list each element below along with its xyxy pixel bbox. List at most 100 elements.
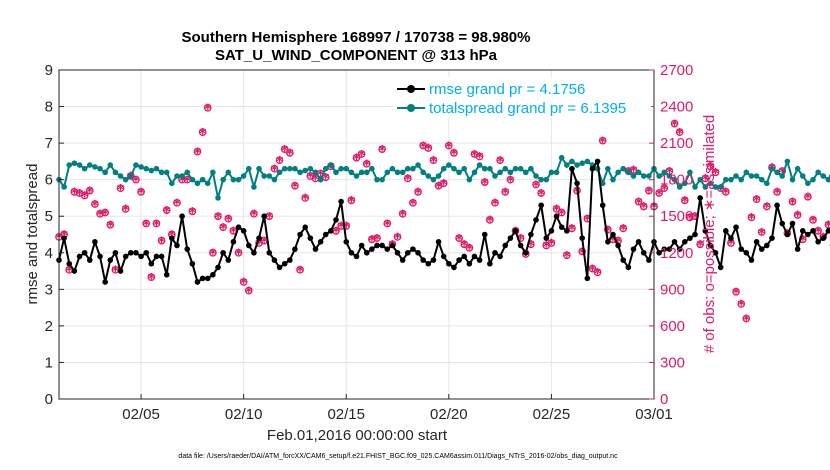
rmse-point: [517, 242, 524, 249]
rmse-point: [605, 239, 611, 245]
obs-assimilated-point: *: [532, 179, 540, 195]
totalspread-point: [815, 169, 821, 176]
obs-possible-point: [142, 219, 151, 228]
series-lines: [56, 154, 830, 285]
obs-possible-point: [603, 225, 612, 234]
x-tick-label: 03/01: [635, 406, 673, 423]
rmse-point: [492, 249, 498, 256]
rmse-point: [466, 260, 473, 267]
obs-assimilated-point: *: [337, 220, 345, 236]
y-tick-label-right: 300: [660, 354, 685, 371]
obs-assimilated-point: *: [476, 151, 484, 167]
obs-assimilated-point: *: [435, 180, 443, 196]
obs-possible-point: [619, 224, 628, 233]
rmse-point: [784, 231, 791, 238]
rmse-point: [671, 239, 678, 245]
totalspread-point: [640, 173, 647, 179]
obs-assimilated-point: *: [732, 286, 740, 302]
rmse-point: [333, 217, 339, 223]
totalspread-point: [661, 169, 668, 176]
totalspread-point: [656, 173, 662, 179]
totalspread-point: [574, 162, 580, 168]
totalspread-point: [245, 165, 252, 172]
y-tick-label-right: 2100: [660, 135, 693, 152]
obs-assimilated-point: *: [763, 201, 771, 217]
obs-possible-point: [486, 216, 494, 224]
rmse-point: [610, 231, 616, 238]
totalspread-point: [312, 169, 319, 176]
totalspread-point: [343, 165, 350, 172]
obs-assimilated-point: *: [194, 146, 202, 162]
obs-possible-point: [203, 103, 212, 112]
totalspread-point: [712, 184, 719, 190]
legend-marker-totalspread: [407, 104, 415, 112]
obs-assimilated-point: *: [317, 168, 325, 184]
rmse-point: [102, 279, 108, 285]
totalspread-point: [225, 169, 232, 176]
obs-possible-point: [342, 222, 351, 230]
obs-possible-point: [532, 180, 540, 189]
totalspread-point: [512, 165, 519, 172]
obs-assimilated-point: *: [630, 164, 638, 180]
totalspread-point: [261, 173, 267, 179]
rmse-point: [322, 231, 329, 238]
obs-possible-point: [383, 219, 392, 228]
obs-assimilated-point: *: [245, 285, 253, 301]
grid: [59, 70, 655, 399]
rmse-point: [533, 217, 539, 223]
obs-possible-point: [793, 211, 802, 219]
totalspread-point: [399, 169, 406, 176]
obs-possible-point: [373, 234, 381, 243]
obs-assimilated-point: *: [466, 242, 474, 258]
obs-possible-point: [347, 196, 356, 205]
obs-assimilated-point: *: [738, 298, 746, 314]
rmse-point: [410, 246, 416, 252]
obs-assimilated-point: *: [496, 154, 504, 170]
obs-assimilated-point: *: [71, 186, 79, 202]
totalspread-point: [610, 176, 616, 183]
totalspread-point: [646, 173, 652, 179]
obs-assimilated-point: *: [696, 238, 704, 254]
obs-assimilated-point: *: [635, 196, 643, 212]
obs-possible-point: [424, 144, 433, 152]
obs-assimilated-point: *: [804, 191, 812, 207]
obs-possible-point: [732, 287, 740, 296]
totalspread-point: [794, 165, 801, 172]
obs-assimilated-point: *: [235, 247, 243, 263]
obs-assimilated-point: *: [799, 234, 807, 250]
obs-assimilated-point: *: [368, 234, 376, 250]
rmse-point: [297, 231, 303, 238]
totalspread-point: [738, 176, 744, 183]
totalspread-point: [728, 176, 734, 183]
obs-possible-point: [675, 128, 684, 136]
rmse-point: [574, 180, 580, 187]
totalspread-point: [528, 165, 534, 172]
rmse-point: [425, 260, 432, 267]
obs-assimilated-point: *: [148, 271, 156, 287]
totalspread-point: [240, 173, 247, 179]
rmse-point: [579, 235, 585, 241]
y-tick-label-right: 1800: [660, 172, 693, 189]
obs-possible-point: [480, 178, 489, 186]
y-axis-label-right: # of obs: o=possible; ∗=assimilated: [701, 115, 718, 354]
rmse-point: [86, 257, 93, 263]
totalspread-point: [810, 176, 816, 183]
rmse-point: [743, 249, 750, 256]
obs-assimilated-point: *: [461, 238, 469, 254]
rmse-point: [810, 228, 816, 234]
obs-assimilated-point: *: [240, 276, 248, 292]
rmse-point: [733, 224, 739, 230]
rmse-point: [487, 260, 493, 267]
obs-assimilated-point: *: [661, 182, 669, 198]
obs-assimilated-point: *: [230, 225, 238, 241]
rmse-point: [799, 228, 806, 234]
obs-assimilated-point: *: [332, 225, 340, 241]
obs-assimilated-point: *: [271, 163, 279, 179]
totalspread-point: [220, 176, 226, 183]
obs-assimilated-point: *: [481, 176, 489, 192]
obs-possible-point: [680, 196, 689, 205]
obs-possible-point: [444, 141, 453, 150]
rmse-point: [676, 246, 683, 252]
obs-assimilated-point: *: [307, 170, 315, 186]
rmse-point: [256, 235, 262, 241]
